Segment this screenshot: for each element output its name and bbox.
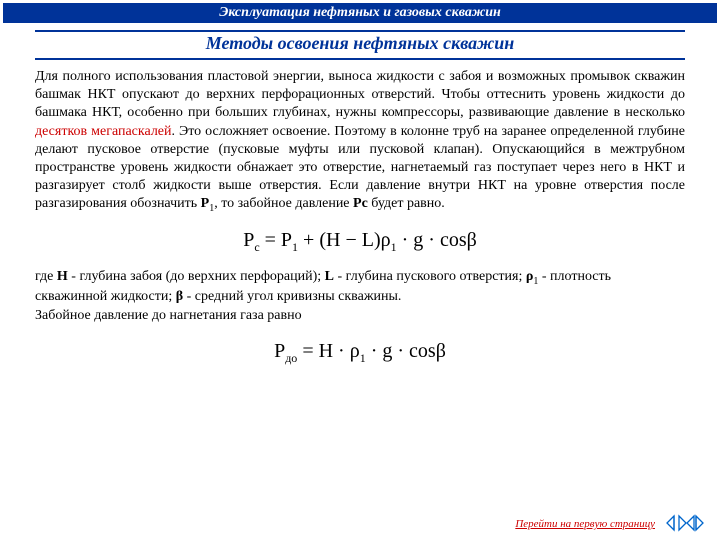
f1-g: g: [413, 229, 423, 251]
f1-beta: β: [467, 229, 477, 251]
leg-t3: - глубина пускового отверстия;: [334, 269, 526, 284]
para-text-1: Для полного использования пластовой энер…: [35, 69, 685, 120]
f1-minus: −: [340, 229, 361, 251]
f1-eq: =: [260, 229, 281, 251]
header-title: Эксплуатация нефтяных и газовых скважин: [3, 3, 717, 23]
f1-H: H: [326, 229, 340, 251]
f2-H: H: [319, 340, 333, 362]
leg-H: H: [57, 269, 68, 284]
f2-dot1: ·: [333, 340, 350, 362]
f1-plus: +: [298, 229, 319, 251]
formula-2: Pдо = H · ρ1 · g · cosβ: [35, 338, 685, 367]
divider-top: [35, 30, 685, 32]
f1-rho-base: ρ: [381, 229, 391, 251]
f2-lhs-base: P: [274, 340, 285, 362]
f2-g: g: [382, 340, 392, 362]
f2-rho-base: ρ: [350, 340, 360, 362]
f1-dot1: ·: [397, 229, 414, 251]
formula-1: Pс = P1 + (H − L)ρ1 · g · cosβ: [35, 227, 685, 256]
para-text-3: , то забойное давление: [214, 196, 353, 211]
leg-t1: где: [35, 269, 57, 284]
f1-dot2: ·: [423, 229, 440, 251]
divider-mid: [35, 58, 685, 60]
f2-cos: cos: [409, 340, 436, 362]
f2-lhs-sub: до: [285, 351, 297, 365]
leg-t2: - глубина забоя (до верхних перфораций);: [68, 269, 325, 284]
legend-text: где H - глубина забоя (до верхних перфор…: [35, 268, 685, 326]
f2-eq: =: [297, 340, 318, 362]
highlight-red: десятков мегапаскалей: [35, 124, 172, 139]
f1-p1-base: P: [281, 229, 292, 251]
leg-L: L: [325, 269, 334, 284]
first-page-link[interactable]: Перейти на первую страницу: [515, 518, 655, 530]
nav-arrows-icon[interactable]: [665, 514, 705, 532]
f2-dot2: ·: [366, 340, 383, 362]
f1-cos: cos: [440, 229, 467, 251]
f1-L: L: [362, 229, 374, 251]
page-subtitle: Методы освоения нефтяных скважин: [0, 33, 720, 54]
slide: Эксплуатация нефтяных и газовых скважин …: [0, 0, 720, 540]
symbol-p1: P: [201, 196, 210, 211]
para-text-4: будет равно.: [368, 196, 445, 211]
symbol-pc: Pc: [353, 196, 368, 211]
f1-lpar: (: [319, 229, 326, 251]
leg-t5: - средний угол кривизны скважины.: [183, 289, 401, 304]
leg-t6: Забойное давление до нагнетания газа рав…: [35, 308, 302, 323]
body-text: Для полного использования пластовой энер…: [35, 68, 685, 378]
f2-dot3: ·: [392, 340, 409, 362]
f1-lhs-base: P: [243, 229, 254, 251]
f2-beta: β: [436, 340, 446, 362]
nav-arrows: [665, 514, 705, 532]
f1-rpar: ): [374, 229, 381, 251]
